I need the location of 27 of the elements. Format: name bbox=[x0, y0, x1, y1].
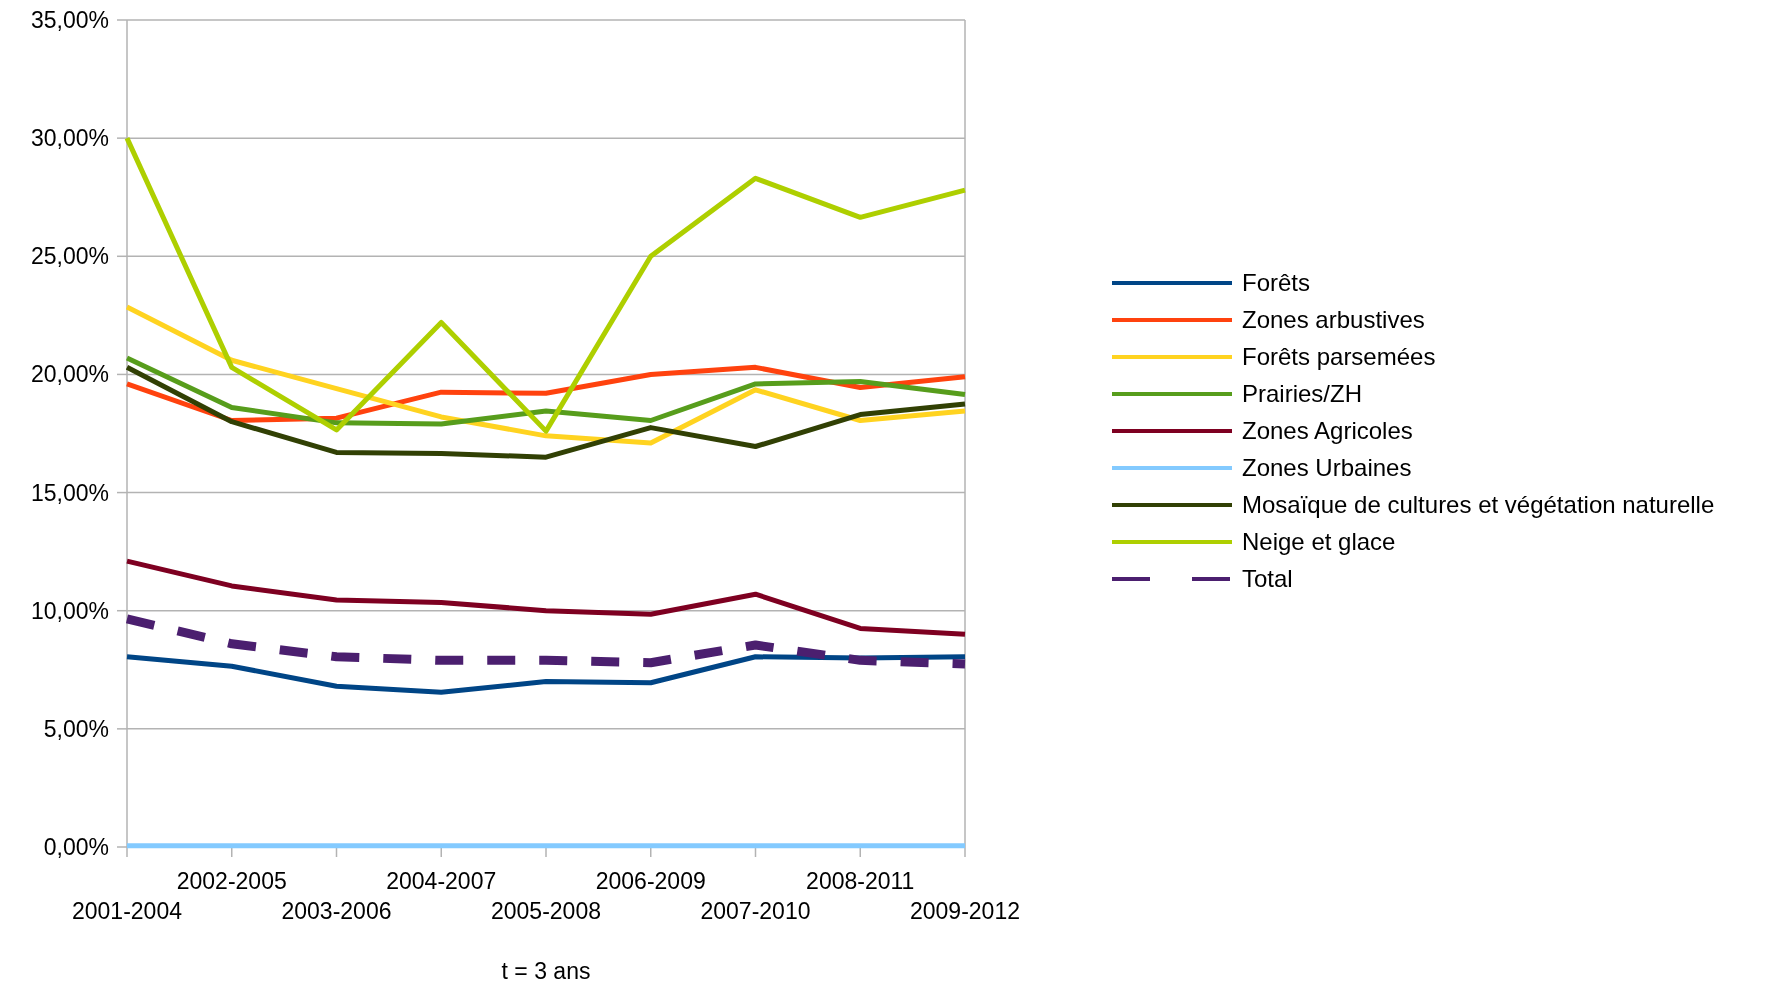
x-tick-label: 2006-2009 bbox=[595, 868, 706, 894]
y-tick-label: 20,00% bbox=[30, 361, 109, 388]
x-tick-label: 2007-2010 bbox=[700, 898, 811, 924]
legend-label: Zones arbustives bbox=[1242, 306, 1425, 334]
y-tick-label: 25,00% bbox=[30, 243, 109, 270]
x-axis-title: t = 3 ans bbox=[501, 958, 591, 983]
legend-label: Mosaïque de cultures et végétation naturelle bbox=[1242, 491, 1715, 519]
x-tick-label: 2003-2006 bbox=[281, 898, 392, 924]
y-tick-label: 10,00% bbox=[30, 597, 109, 624]
x-tick-label: 2001-2004 bbox=[72, 898, 183, 924]
legend-label: Zones Agricoles bbox=[1242, 417, 1413, 445]
y-tick-label: 30,00% bbox=[30, 125, 109, 152]
y-tick-label: 0,00% bbox=[43, 834, 109, 861]
x-tick-label: 2004-2007 bbox=[386, 868, 497, 894]
x-tick-label: 2002-2005 bbox=[176, 868, 287, 894]
x-tick-label: 2009-2012 bbox=[910, 898, 1020, 924]
legend-label: Neige et glace bbox=[1242, 528, 1396, 556]
x-tick-label: 2008-2011 bbox=[806, 868, 915, 894]
legend-label: Zones Urbaines bbox=[1242, 454, 1412, 482]
legend-label: Total bbox=[1242, 565, 1293, 593]
x-tick-label: 2005-2008 bbox=[491, 898, 601, 924]
legend-label: Forêts parsemées bbox=[1242, 343, 1436, 371]
legend-label: Prairies/ZH bbox=[1242, 380, 1363, 408]
y-tick-label: 15,00% bbox=[30, 479, 109, 506]
y-tick-label: 5,00% bbox=[43, 715, 109, 742]
y-tick-label: 35,00% bbox=[30, 7, 109, 34]
legend-label: Forêts bbox=[1242, 269, 1311, 297]
